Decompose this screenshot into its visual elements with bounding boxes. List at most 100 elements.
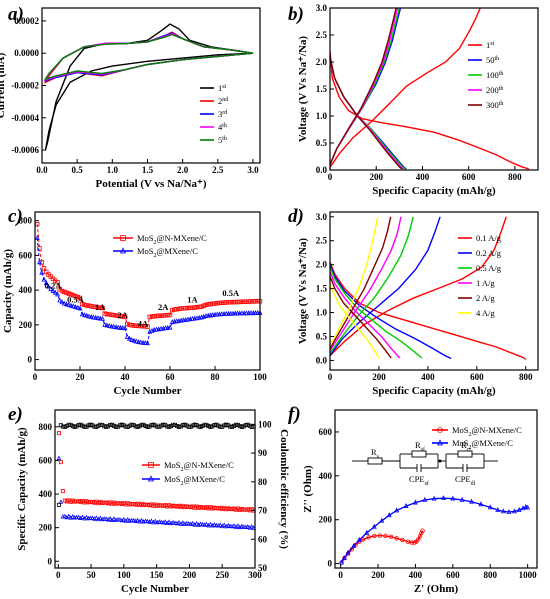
- x-axis-label: Specific Capacity (mAh/g): [372, 185, 496, 197]
- data-point: [147, 475, 155, 482]
- legend-label: 2nd: [218, 96, 228, 106]
- y-tick-label: 600: [19, 250, 33, 260]
- data-point: [158, 519, 164, 524]
- data-point: [73, 294, 78, 299]
- series-0.5-A/g: [329, 216, 423, 359]
- data-point: [372, 533, 377, 539]
- x-tick-label: 0: [33, 372, 38, 382]
- y2-tick-label: 90: [258, 448, 268, 458]
- data-point: [140, 324, 146, 329]
- x-tick-label: 600: [470, 372, 484, 382]
- series-2-A/g: [329, 216, 392, 359]
- data-point: [46, 283, 51, 289]
- data-point: [394, 507, 400, 513]
- data-point: [181, 306, 186, 311]
- legend-label: 200th: [486, 85, 503, 95]
- y-tick-label: 0.5: [316, 138, 328, 148]
- data-point: [127, 322, 132, 328]
- y-tick-label: 800: [39, 422, 53, 432]
- data-point: [420, 528, 425, 533]
- data-point: [84, 312, 90, 318]
- data-point: [203, 302, 209, 308]
- data-point: [231, 523, 237, 528]
- data-point: [59, 288, 65, 294]
- legend-label: 4 A/g: [476, 308, 495, 318]
- panel-label: d): [288, 206, 304, 227]
- data-point: [44, 269, 49, 275]
- data-point: [120, 325, 126, 330]
- y-tick-label: 3.0: [316, 212, 328, 222]
- data-point: [516, 507, 522, 512]
- y-tick-label: 0.0000: [14, 48, 39, 58]
- data-point: [129, 323, 134, 328]
- data-point: [214, 522, 219, 528]
- data-point: [61, 300, 67, 306]
- series-300th: [329, 7, 403, 170]
- plot-frame-b: [329, 7, 539, 171]
- data-point: [98, 305, 103, 310]
- data-point: [135, 517, 140, 523]
- data-point: [170, 519, 176, 525]
- data-point: [190, 520, 195, 526]
- data-point: [145, 518, 150, 524]
- series-MXeneC: [339, 495, 531, 565]
- data-point: [208, 521, 213, 527]
- data-point: [43, 280, 49, 286]
- data-point: [131, 517, 136, 523]
- data-point: [113, 324, 119, 330]
- data-point: [227, 523, 233, 529]
- y-tick-label: -0.0002: [11, 81, 39, 91]
- rate-label: 4A: [138, 319, 149, 329]
- series-line: [329, 216, 441, 357]
- data-point: [122, 325, 128, 331]
- data-point: [459, 496, 465, 502]
- x-tick-label: 0: [56, 570, 61, 580]
- data-point: [351, 543, 357, 548]
- data-point: [97, 315, 103, 321]
- data-point: [239, 523, 245, 529]
- chart-c: 0.2A 0.5A 1A 2A 4A 2A 1A 0.5A 0 20 40 60 80 100 0 200 40…: [2, 206, 267, 397]
- legend-label: MoS2@MXene/C: [164, 474, 225, 487]
- data-point: [88, 313, 94, 319]
- data-point: [183, 305, 188, 311]
- series-line: [43, 33, 254, 81]
- data-point: [366, 535, 371, 540]
- circuit-label: Rs: [371, 447, 380, 460]
- data-point: [34, 234, 40, 240]
- x-axis-label: Potential (V vs Na/Na⁺): [95, 178, 206, 190]
- y-tick-label: 2.0: [316, 57, 328, 67]
- y-axis-label: Voltage (V Vs Na⁺/Na): [297, 238, 309, 344]
- y-tick-label: 600: [319, 427, 333, 437]
- x-tick-label: 0.5: [72, 165, 84, 175]
- chart-f: 0 200 400 600 800 1000 0 200 400 600 Z' (Ohm) Z'' (…: [288, 404, 538, 595]
- y2-axis-label: Coulombic efficiency (%): [278, 429, 290, 549]
- circuit-label: CPEdl: [455, 474, 476, 487]
- legend-label: 100th: [486, 70, 503, 80]
- data-point: [441, 495, 446, 501]
- chart-e: 0 50 100 150 200 250 300 0 200 400 600 800 Cycle Num…: [8, 404, 290, 595]
- data-point: [167, 324, 173, 330]
- data-point: [436, 439, 444, 446]
- data-point: [237, 299, 242, 305]
- data-point: [77, 295, 83, 301]
- data-point: [127, 335, 132, 341]
- data-point: [41, 276, 47, 282]
- data-point: [386, 512, 392, 518]
- series-N-MXeneC: [35, 221, 263, 329]
- x-tick-label: 1.0: [107, 165, 119, 175]
- data-point: [143, 324, 148, 329]
- legend-label: 0.1 A/g: [476, 233, 502, 243]
- data-point: [37, 259, 42, 265]
- x-tick-label: 2.5: [212, 165, 224, 175]
- plot-frame-e: [54, 409, 256, 569]
- data-point: [377, 533, 383, 538]
- y-tick-label: 400: [19, 285, 33, 295]
- data-point: [142, 340, 148, 345]
- data-point: [139, 517, 144, 523]
- legend-label: 2 A/g: [476, 293, 495, 303]
- data-point: [180, 520, 186, 525]
- x-axis-label: Cycle Number: [121, 583, 189, 595]
- x-tick-label: 60: [166, 372, 176, 382]
- data-point: [176, 520, 182, 525]
- data-point: [174, 307, 179, 312]
